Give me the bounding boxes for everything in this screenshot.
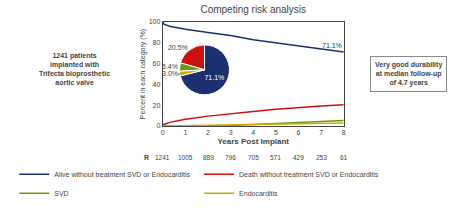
svg-text:Percent in each category (%): Percent in each category (%) (139, 29, 147, 119)
svg-text:20.5%: 20.5% (168, 44, 188, 51)
svg-text:0: 0 (161, 129, 165, 136)
svg-text:60: 60 (153, 60, 161, 67)
svg-text:1005: 1005 (178, 154, 193, 161)
svg-text:40: 40 (153, 81, 161, 88)
svg-text:71.1%: 71.1% (322, 42, 342, 49)
svg-text:Endocarditis: Endocarditis (239, 190, 278, 197)
svg-text:7: 7 (319, 129, 323, 136)
svg-text:Very good durabilityat median: Very good durabilityat median follow-upo… (375, 61, 442, 87)
svg-text:6: 6 (297, 129, 301, 136)
svg-text:796: 796 (225, 154, 236, 161)
svg-text:3.0%: 3.0% (162, 70, 178, 77)
svg-text:SVD: SVD (54, 190, 68, 197)
svg-text:71.1%: 71.1% (204, 74, 224, 81)
svg-text:3: 3 (229, 129, 233, 136)
svg-text:Years Post Implant: Years Post Implant (217, 137, 289, 146)
svg-text:5.4%: 5.4% (162, 63, 178, 70)
svg-text:253: 253 (316, 154, 327, 161)
svg-text:R: R (144, 154, 149, 161)
svg-text:61: 61 (340, 154, 348, 161)
svg-text:80: 80 (153, 39, 161, 46)
svg-text:705: 705 (248, 154, 259, 161)
svg-text:100: 100 (149, 18, 161, 25)
svg-text:8: 8 (342, 129, 346, 136)
svg-text:1: 1 (183, 129, 187, 136)
svg-text:Death without treatment SVD or: Death without treatment SVD or Endocardi… (239, 171, 379, 178)
svg-text:20: 20 (153, 102, 161, 109)
svg-text:Alive without treatment SVD or: Alive without treatment SVD or Endocardi… (54, 171, 190, 178)
svg-text:0: 0 (156, 122, 160, 129)
svg-text:1241: 1241 (155, 154, 170, 161)
svg-text:4: 4 (251, 129, 255, 136)
svg-text:2: 2 (206, 129, 210, 136)
svg-text:1241 patientsimplanted withTri: 1241 patientsimplanted withTrifecta biop… (39, 52, 110, 86)
svg-text:Competing risk analysis: Competing risk analysis (200, 4, 306, 15)
svg-text:571: 571 (270, 154, 281, 161)
svg-text:5: 5 (274, 129, 278, 136)
svg-text:429: 429 (293, 154, 304, 161)
svg-text:889: 889 (203, 154, 214, 161)
